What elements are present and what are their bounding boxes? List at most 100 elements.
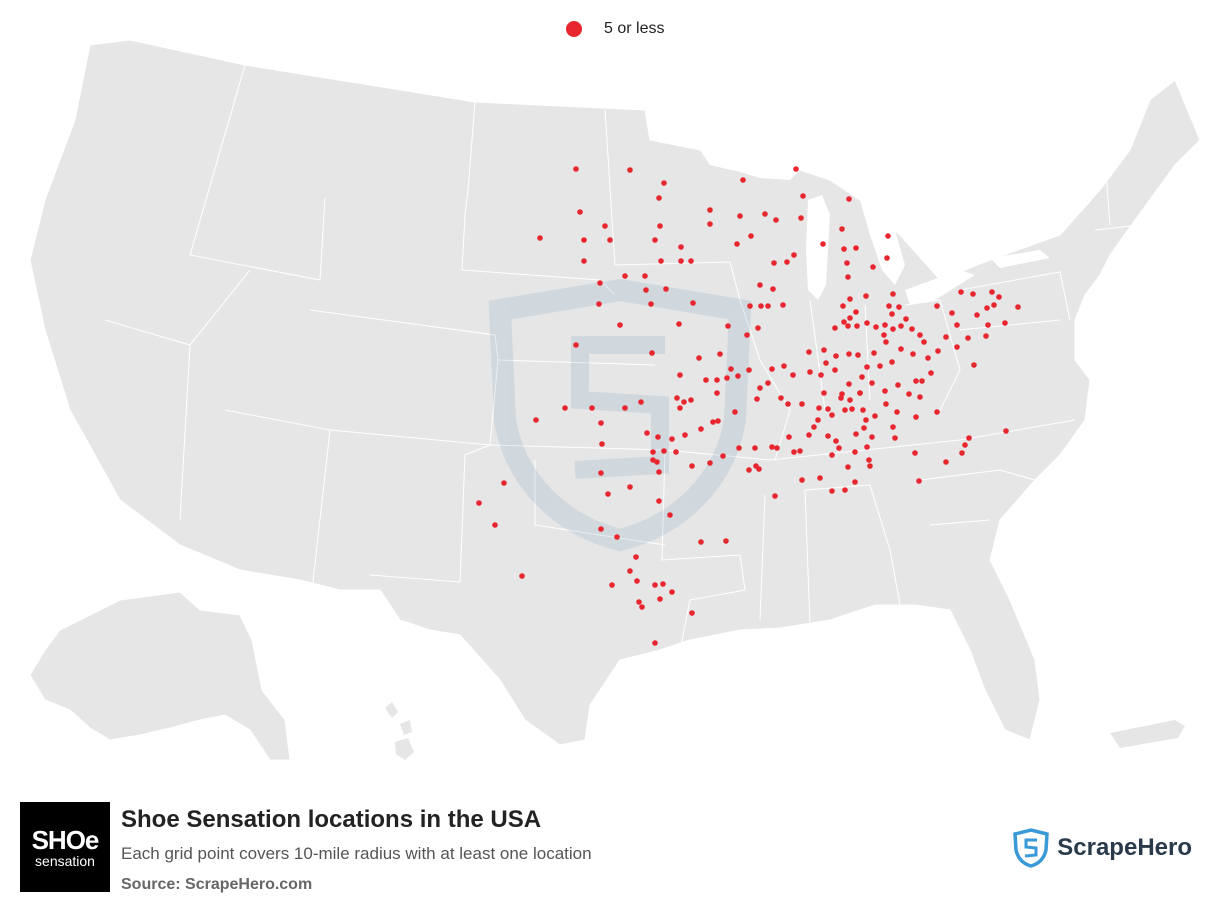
location-point bbox=[765, 380, 771, 386]
contiguous-us-shape bbox=[29, 39, 1201, 746]
location-point bbox=[912, 450, 918, 456]
location-point bbox=[643, 287, 649, 293]
location-points bbox=[476, 166, 1021, 646]
location-point bbox=[785, 401, 791, 407]
border-line bbox=[189, 64, 326, 281]
location-point bbox=[735, 373, 741, 379]
location-point bbox=[971, 362, 977, 368]
location-point bbox=[652, 237, 658, 243]
location-point bbox=[710, 419, 716, 425]
location-point bbox=[889, 359, 895, 365]
location-point bbox=[882, 322, 888, 328]
location-point bbox=[866, 457, 872, 463]
border-line bbox=[224, 409, 331, 591]
location-point bbox=[797, 448, 803, 454]
location-point bbox=[769, 444, 775, 450]
location-point bbox=[581, 258, 587, 264]
location-point bbox=[609, 582, 615, 588]
location-point bbox=[989, 289, 995, 295]
location-point bbox=[707, 460, 713, 466]
location-point bbox=[734, 241, 740, 247]
location-point bbox=[853, 245, 859, 251]
location-point bbox=[676, 321, 682, 327]
location-point bbox=[757, 282, 763, 288]
border-line bbox=[959, 271, 1071, 321]
location-point bbox=[816, 405, 822, 411]
footer: SHOe sensation Shoe Sensation locations … bbox=[20, 802, 1204, 893]
location-point bbox=[833, 353, 839, 359]
location-point bbox=[638, 399, 644, 405]
land-layer bbox=[29, 39, 1201, 761]
location-point bbox=[669, 589, 675, 595]
location-point bbox=[737, 213, 743, 219]
location-point bbox=[657, 223, 663, 229]
location-point bbox=[965, 335, 971, 341]
location-point bbox=[715, 418, 721, 424]
location-point bbox=[871, 350, 877, 356]
location-point bbox=[661, 180, 667, 186]
location-point bbox=[746, 367, 752, 373]
location-point bbox=[847, 315, 853, 321]
location-point bbox=[849, 406, 855, 412]
puerto-rico-shape bbox=[1110, 720, 1185, 748]
location-point bbox=[898, 323, 904, 329]
location-point bbox=[663, 286, 669, 292]
location-point bbox=[614, 534, 620, 540]
location-point bbox=[492, 522, 498, 528]
location-point bbox=[913, 378, 919, 384]
location-point bbox=[728, 366, 734, 372]
location-point bbox=[678, 244, 684, 250]
location-point bbox=[985, 322, 991, 328]
location-point bbox=[847, 397, 853, 403]
location-point bbox=[652, 582, 658, 588]
location-point bbox=[846, 196, 852, 202]
location-point bbox=[746, 467, 752, 473]
location-point bbox=[870, 264, 876, 270]
location-point bbox=[780, 302, 786, 308]
location-point bbox=[853, 431, 859, 437]
location-point bbox=[744, 332, 750, 338]
location-point bbox=[652, 640, 658, 646]
location-point bbox=[841, 319, 847, 325]
location-point bbox=[807, 369, 813, 375]
border-line bbox=[179, 344, 191, 521]
state-borders bbox=[104, 64, 1146, 651]
location-point bbox=[581, 237, 587, 243]
location-point bbox=[829, 452, 835, 458]
location-point bbox=[656, 498, 662, 504]
location-point bbox=[598, 470, 604, 476]
location-point bbox=[811, 424, 817, 430]
location-point bbox=[817, 475, 823, 481]
scrapehero-shield-icon bbox=[488, 278, 752, 552]
location-point bbox=[639, 604, 645, 610]
location-point bbox=[846, 381, 852, 387]
location-point bbox=[501, 480, 507, 486]
logo-wordmark-bottom: sensation bbox=[35, 852, 95, 869]
location-point bbox=[833, 438, 839, 444]
location-point bbox=[913, 414, 919, 420]
location-point bbox=[717, 351, 723, 357]
location-point bbox=[845, 274, 851, 280]
location-point bbox=[791, 252, 797, 258]
location-point bbox=[1003, 428, 1009, 434]
location-point bbox=[656, 469, 662, 475]
location-point bbox=[841, 246, 847, 252]
shoe-sensation-logo: SHOe sensation bbox=[20, 802, 110, 892]
location-point bbox=[656, 195, 662, 201]
location-point bbox=[688, 258, 694, 264]
location-point bbox=[649, 350, 655, 356]
location-point bbox=[771, 260, 777, 266]
location-point bbox=[657, 596, 663, 602]
location-point bbox=[898, 346, 904, 352]
location-point bbox=[774, 445, 780, 451]
border-line bbox=[534, 460, 666, 546]
location-point bbox=[755, 325, 761, 331]
location-point bbox=[677, 372, 683, 378]
border-line bbox=[804, 484, 901, 606]
location-point bbox=[757, 385, 763, 391]
location-point bbox=[622, 273, 628, 279]
location-point bbox=[781, 363, 787, 369]
location-point bbox=[894, 409, 900, 415]
location-point bbox=[864, 320, 870, 326]
hawaii-shape bbox=[385, 702, 414, 760]
